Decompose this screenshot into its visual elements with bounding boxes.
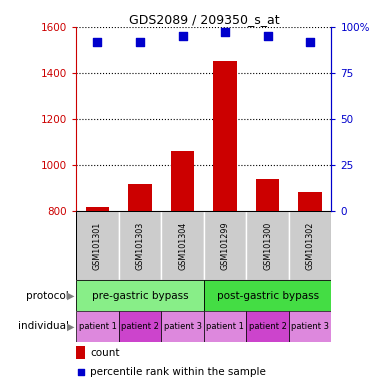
Bar	[298, 192, 322, 211]
Bar	[119, 311, 161, 342]
Title: GDS2089 / 209350_s_at: GDS2089 / 209350_s_at	[128, 13, 279, 26]
Point	[137, 38, 143, 45]
Text: GSM101302: GSM101302	[306, 222, 315, 270]
Text: patient 3: patient 3	[291, 322, 329, 331]
Bar	[119, 211, 161, 280]
Text: GSM101299: GSM101299	[221, 222, 230, 270]
Text: count: count	[90, 348, 120, 358]
Bar	[289, 311, 331, 342]
Text: patient 1: patient 1	[78, 322, 117, 331]
Bar	[76, 346, 85, 359]
Bar	[204, 280, 331, 311]
Text: protocol: protocol	[26, 291, 69, 301]
Point	[179, 33, 186, 39]
Bar	[76, 211, 119, 280]
Bar	[161, 211, 204, 280]
Text: GSM101300: GSM101300	[263, 222, 272, 270]
Bar	[247, 211, 289, 280]
Bar	[256, 179, 279, 211]
Text: patient 3: patient 3	[163, 322, 202, 331]
Point	[264, 33, 271, 39]
Text: post-gastric bypass: post-gastric bypass	[216, 291, 319, 301]
Bar	[247, 311, 289, 342]
Bar	[289, 211, 331, 280]
Text: GSM101303: GSM101303	[136, 222, 144, 270]
Point	[78, 369, 84, 375]
Bar	[86, 207, 109, 211]
Text: patient 2: patient 2	[121, 322, 159, 331]
Text: percentile rank within the sample: percentile rank within the sample	[90, 367, 266, 377]
Text: ▶: ▶	[67, 321, 74, 331]
Text: ▶: ▶	[67, 291, 74, 301]
Text: GSM101301: GSM101301	[93, 222, 102, 270]
Bar	[171, 151, 194, 211]
Point	[307, 38, 313, 45]
Text: GSM101304: GSM101304	[178, 222, 187, 270]
Bar	[213, 61, 237, 211]
Point	[94, 38, 101, 45]
Bar	[128, 184, 152, 211]
Text: individual: individual	[18, 321, 69, 331]
Bar	[161, 311, 204, 342]
Bar	[76, 280, 204, 311]
Text: patient 2: patient 2	[249, 322, 287, 331]
Point	[222, 29, 228, 35]
Text: patient 1: patient 1	[206, 322, 244, 331]
Bar	[204, 211, 247, 280]
Bar	[204, 311, 247, 342]
Text: pre-gastric bypass: pre-gastric bypass	[92, 291, 188, 301]
Bar	[76, 311, 119, 342]
